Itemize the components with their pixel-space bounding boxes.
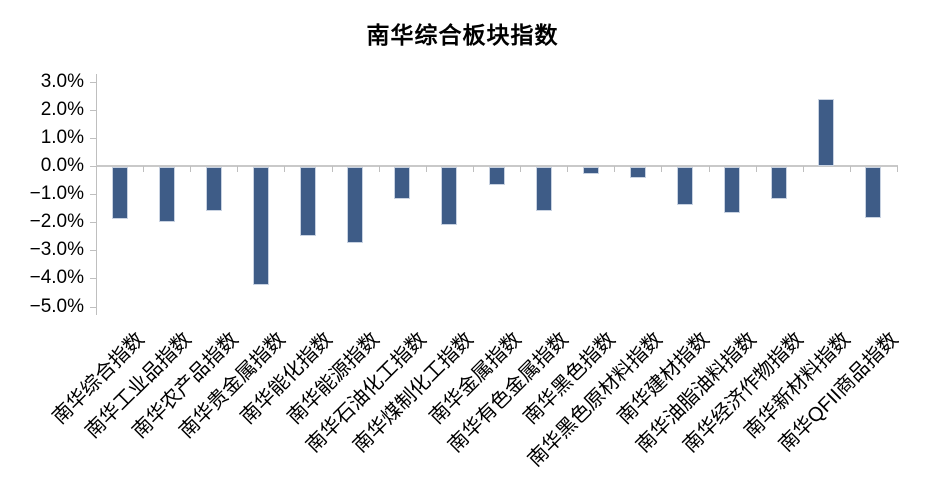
x-axis-tick <box>284 166 286 172</box>
x-axis-tick <box>520 166 522 172</box>
y-axis-tick <box>90 250 96 252</box>
bar <box>158 167 175 222</box>
bar <box>771 167 788 200</box>
x-axis-tick <box>425 166 427 172</box>
bar <box>111 167 128 219</box>
y-axis-tick-label: −2.0% <box>29 211 84 233</box>
y-axis-tick-label: −5.0% <box>29 295 84 317</box>
x-axis-tick <box>567 166 569 172</box>
y-axis-tick <box>90 278 96 280</box>
x-axis-tick <box>614 166 616 172</box>
bar <box>488 167 505 186</box>
bar <box>347 167 364 243</box>
bar <box>535 167 552 211</box>
bar <box>629 167 646 179</box>
y-axis-tick <box>90 194 96 196</box>
x-axis-tick <box>143 166 145 172</box>
y-axis-tick-label: −3.0% <box>29 239 84 261</box>
bar <box>394 167 411 200</box>
y-axis-tick <box>90 306 96 308</box>
y-axis-tick-label: 0.0% <box>40 155 84 176</box>
bar <box>865 167 882 218</box>
y-axis-tick-label: −1.0% <box>29 183 84 205</box>
x-axis-tick <box>237 166 239 172</box>
chart-title: 南华综合板块指数 <box>366 22 559 48</box>
y-axis-tick-label: 1.0% <box>40 126 84 148</box>
y-axis-line <box>96 74 97 315</box>
x-axis-tick <box>661 166 663 172</box>
y-axis-tick <box>90 166 96 167</box>
x-axis-tick <box>190 166 192 172</box>
x-axis-tick <box>755 166 757 172</box>
x-axis-tick <box>802 166 804 172</box>
x-axis-tick <box>331 166 333 172</box>
zero-line <box>96 165 898 167</box>
y-axis-tick <box>90 137 96 139</box>
bar <box>676 167 693 205</box>
x-axis-tick <box>849 166 851 172</box>
bar <box>724 167 741 214</box>
y-axis-tick <box>90 222 96 224</box>
x-axis-tick <box>378 166 380 172</box>
y-axis-tick-label: 3.0% <box>40 70 84 92</box>
bar <box>818 98 835 166</box>
y-axis-tick-label: −4.0% <box>29 267 84 289</box>
bar <box>205 167 222 211</box>
x-axis-tick <box>708 166 710 172</box>
bar <box>441 167 458 225</box>
bar <box>300 167 317 236</box>
x-axis-tick <box>96 166 97 172</box>
x-axis-tick <box>472 166 474 172</box>
bar <box>252 167 269 286</box>
y-axis-tick <box>90 109 96 111</box>
y-axis-tick <box>90 81 96 83</box>
bar <box>582 167 599 175</box>
x-axis-tick <box>897 166 898 172</box>
y-axis-tick-label: 2.0% <box>40 98 84 120</box>
